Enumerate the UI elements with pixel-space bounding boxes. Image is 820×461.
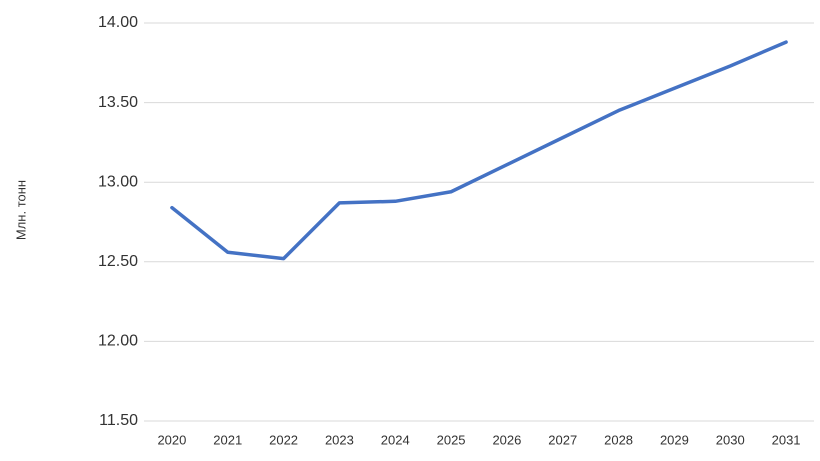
y-tick-label: 13.00	[98, 173, 138, 190]
x-tick-label: 2024	[381, 432, 410, 447]
y-tick-label: 11.50	[99, 412, 138, 429]
x-tick-label: 2025	[437, 432, 466, 447]
y-tick-label: 12.50	[98, 253, 138, 270]
x-tick-label: 2031	[772, 432, 801, 447]
x-tick-label: 2027	[548, 432, 577, 447]
y-tick-label: 14.00	[98, 14, 138, 31]
x-tick-label: 2030	[716, 432, 745, 447]
x-tick-label: 2029	[660, 432, 689, 447]
x-tick-label: 2020	[157, 432, 186, 447]
x-tick-label: 2021	[213, 432, 242, 447]
y-tick-label: 12.00	[98, 333, 138, 350]
x-tick-label: 2022	[269, 432, 298, 447]
x-tick-label: 2023	[325, 432, 354, 447]
x-tick-label: 2028	[604, 432, 633, 447]
data-line	[170, 40, 788, 261]
x-tick-label: 2026	[492, 432, 521, 447]
y-axis-label: Млн. тонн	[13, 180, 28, 240]
y-tick-label: 13.50	[98, 94, 138, 111]
